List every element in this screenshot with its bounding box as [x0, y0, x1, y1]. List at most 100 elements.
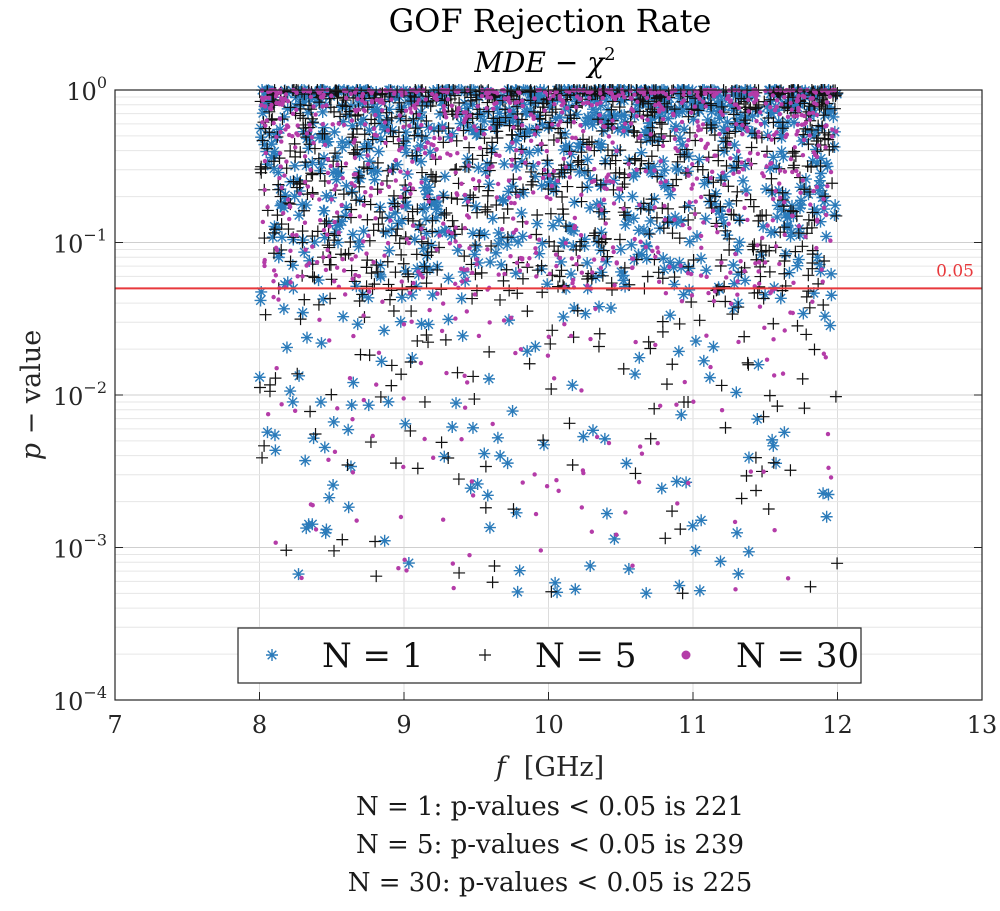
- y-axis-rest: − value: [16, 330, 47, 443]
- point-dot: [259, 102, 264, 108]
- point-asterisk: [352, 240, 365, 253]
- point-plus: [714, 200, 727, 213]
- point-asterisk: [474, 227, 487, 240]
- point-dot: [302, 220, 308, 225]
- point-asterisk: [405, 288, 418, 301]
- point-dot: [630, 563, 635, 568]
- point-asterisk: [494, 449, 507, 462]
- point-plus: [660, 378, 673, 391]
- point-dot: [823, 212, 829, 218]
- point-asterisk: [676, 138, 689, 151]
- point-dot: [368, 193, 373, 198]
- point-plus: [393, 237, 406, 250]
- point-plus: [437, 136, 450, 149]
- point-asterisk: [764, 162, 777, 175]
- point-asterisk: [775, 203, 788, 216]
- point-plus: [642, 335, 655, 348]
- point-asterisk: [363, 124, 376, 137]
- point-dot: [770, 218, 776, 223]
- point-plus: [805, 161, 818, 174]
- point-dot: [459, 279, 465, 284]
- point-dot: [377, 88, 382, 94]
- point-asterisk: [372, 109, 385, 122]
- point-dot: [687, 225, 692, 231]
- point-plus: [358, 128, 371, 141]
- point-dot: [277, 175, 282, 181]
- point-asterisk: [281, 102, 294, 115]
- point-asterisk: [683, 283, 696, 296]
- point-dot: [816, 143, 821, 148]
- point-asterisk: [406, 352, 419, 365]
- point-dot: [785, 576, 791, 581]
- point-dot: [467, 113, 473, 118]
- point-dot: [580, 128, 586, 134]
- point-dot: [527, 256, 532, 261]
- point-asterisk: [727, 258, 740, 271]
- point-plus: [575, 146, 588, 159]
- point-asterisk: [382, 395, 395, 408]
- point-dot: [297, 191, 303, 196]
- point-dot: [724, 275, 729, 280]
- point-asterisk: [808, 129, 821, 142]
- point-dot: [802, 121, 807, 127]
- point-dot: [719, 407, 725, 413]
- point-dot: [428, 125, 433, 131]
- point-plus: [440, 206, 453, 219]
- point-plus: [544, 337, 557, 350]
- point-dot: [327, 224, 332, 229]
- point-dot: [645, 117, 650, 122]
- point-asterisk: [495, 258, 508, 271]
- point-dot: [828, 238, 833, 243]
- point-plus: [589, 227, 602, 240]
- point-plus: [442, 451, 455, 464]
- point-asterisk: [675, 408, 688, 421]
- point-dot: [697, 96, 702, 101]
- point-asterisk: [659, 104, 672, 117]
- point-asterisk: [701, 113, 714, 126]
- point-plus: [269, 223, 282, 236]
- point-plus: [381, 255, 394, 268]
- point-dot: [542, 89, 548, 95]
- point-dot: [380, 299, 385, 304]
- point-dot: [519, 256, 525, 261]
- point-asterisk: [293, 97, 306, 110]
- point-plus: [763, 389, 776, 402]
- point-asterisk: [399, 126, 412, 139]
- point-asterisk: [653, 133, 666, 146]
- point-asterisk: [529, 170, 542, 183]
- point-asterisk: [524, 104, 537, 117]
- point-plus: [723, 244, 736, 257]
- point-dot: [736, 339, 741, 345]
- point-plus: [628, 126, 641, 139]
- point-dot: [456, 126, 461, 132]
- point-dot: [674, 402, 679, 407]
- point-dot: [409, 319, 414, 324]
- point-asterisk: [664, 256, 677, 269]
- point-dot: [551, 376, 557, 381]
- point-dot: [351, 172, 357, 177]
- point-asterisk: [399, 417, 412, 430]
- point-asterisk: [662, 96, 675, 109]
- point-plus: [826, 140, 839, 153]
- point-plus: [404, 424, 417, 437]
- point-dot: [580, 468, 586, 473]
- point-plus: [479, 649, 491, 661]
- point-dot: [763, 260, 768, 265]
- point-plus: [817, 299, 830, 312]
- point-asterisk: [595, 206, 608, 219]
- point-dot: [686, 480, 691, 486]
- point-plus: [593, 327, 606, 340]
- point-asterisk: [565, 223, 578, 236]
- point-plus: [739, 114, 752, 127]
- point-dot: [354, 518, 359, 523]
- point-plus: [822, 133, 835, 146]
- point-dot: [525, 262, 530, 268]
- point-dot: [510, 140, 515, 145]
- point-dot: [462, 192, 468, 198]
- point-asterisk: [703, 371, 716, 384]
- point-dot: [660, 143, 666, 149]
- point-dot: [446, 229, 451, 234]
- point-dot: [348, 91, 354, 97]
- point-asterisk: [813, 258, 826, 271]
- point-dot: [734, 122, 739, 127]
